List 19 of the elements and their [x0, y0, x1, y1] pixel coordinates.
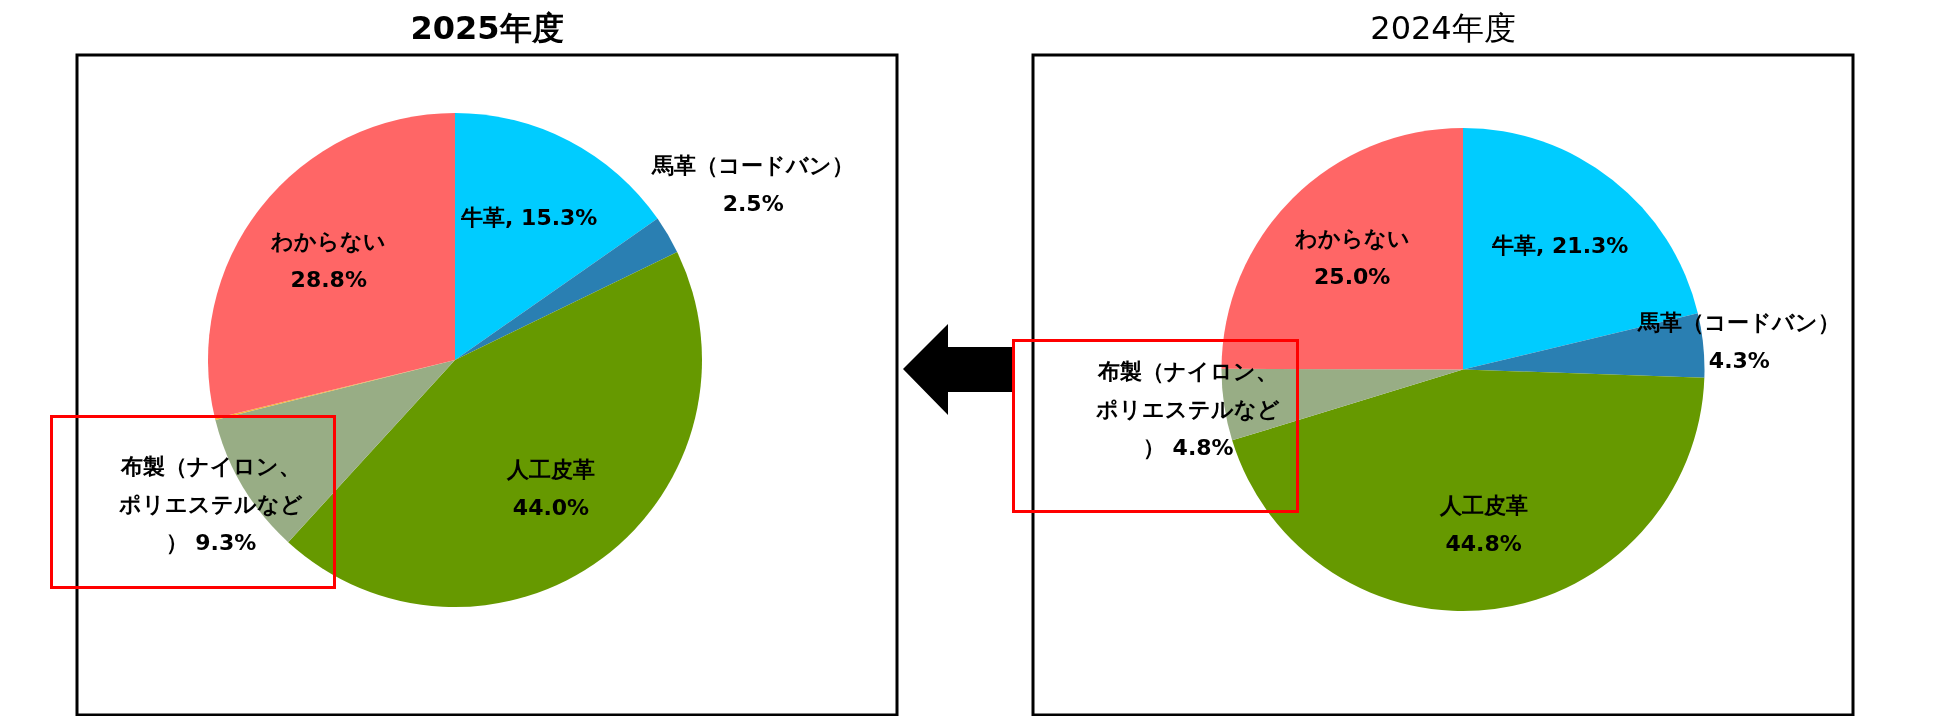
slice-label: わからない [1293, 226, 1410, 252]
pie-slice [1463, 313, 1705, 378]
data-label: 25.0% [1314, 264, 1391, 290]
slice-label: 人工皮革 [505, 456, 595, 482]
pie-slice [1463, 128, 1698, 370]
data-label: 2.5% [722, 190, 784, 216]
data-label: 44.0% [512, 494, 590, 520]
slice-label: 牛革, 21.3% [1491, 233, 1629, 259]
data-label: 4.3% [1708, 347, 1770, 373]
slice-label: 馬革（コードバン） [651, 152, 855, 178]
data-label: 28.8% [290, 266, 367, 292]
slice-label: 人工皮革 [1438, 493, 1528, 519]
chart-title: 2024年度 [1370, 9, 1516, 47]
slice-label: 布製（ナイロン、ポリエステルなど） 9.3% [117, 454, 303, 556]
slice-label: 牛革, 15.3% [460, 204, 598, 230]
slice-label: わからない [270, 228, 387, 254]
chart-title: 2025年度 [410, 9, 564, 47]
slice-label: 馬革（コードバン） [1637, 309, 1841, 335]
data-label: 44.8% [1445, 531, 1522, 557]
